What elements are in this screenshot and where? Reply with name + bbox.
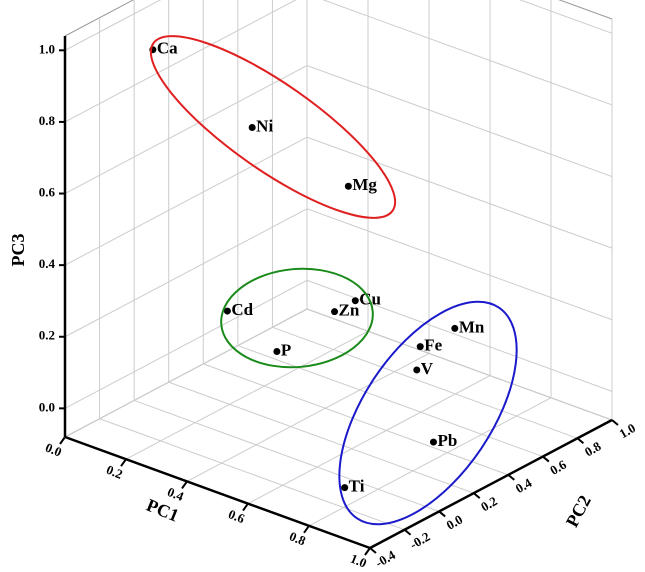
grid-line <box>64 279 613 409</box>
cluster-ellipse <box>338 300 518 526</box>
data-point <box>344 182 352 190</box>
cluster-ellipse <box>149 35 397 219</box>
data-point <box>451 324 459 332</box>
box-edge <box>558 0 613 20</box>
grid-line <box>202 0 509 476</box>
point-label: Fe <box>424 336 442 355</box>
data-point <box>351 297 359 305</box>
z-tick-label: 0.6 <box>39 185 56 200</box>
data-point <box>223 307 231 315</box>
z-tick-label: 0.0 <box>39 399 55 414</box>
point-label: Pb <box>437 431 457 450</box>
tick-mark <box>364 547 371 556</box>
grid-line <box>64 0 613 123</box>
point-label: Zn <box>339 301 360 320</box>
plot: 0.00.20.40.60.81.00.00.20.40.60.81.0 -0.4… <box>39 0 638 571</box>
data-point <box>331 308 339 316</box>
y-tick-label: -0.2 <box>407 529 432 552</box>
axis-line <box>64 435 371 550</box>
point-label: V <box>421 359 434 378</box>
grid-line <box>271 0 578 439</box>
data-point <box>248 124 256 132</box>
data-point <box>416 343 424 351</box>
point-label: Mg <box>352 175 377 194</box>
y-tick-label: -0.4 <box>373 547 399 571</box>
tick-mark <box>242 503 249 512</box>
point-label: Ti <box>349 477 365 496</box>
z-tick-label: 0.2 <box>39 328 55 343</box>
point-label: Mn <box>459 317 485 336</box>
data-point <box>341 484 349 492</box>
grid-line <box>306 0 613 421</box>
x-tick-label: 0.4 <box>165 484 186 504</box>
tick-mark <box>59 436 66 445</box>
grid-line <box>125 0 369 460</box>
y-tick-label: 0.2 <box>478 493 500 514</box>
grid-line <box>64 64 613 194</box>
z-axis-title: PC3 <box>8 234 28 267</box>
z-tick-label: 0.4 <box>39 256 56 271</box>
point-label: Ni <box>256 116 273 135</box>
point-label: P <box>281 340 291 359</box>
y-axis-title: PC2 <box>562 492 595 531</box>
x-tick-label: 1.0 <box>348 551 369 571</box>
tick-mark <box>611 419 619 426</box>
x-tick-label: 0.2 <box>104 462 125 482</box>
tick-mark <box>120 458 127 467</box>
y-tick-label: 0.4 <box>513 475 535 496</box>
data-point <box>273 348 281 356</box>
grid-line <box>168 0 474 494</box>
grid-line <box>237 0 544 458</box>
box-edge <box>64 0 135 37</box>
tick-mark <box>181 480 188 489</box>
y-tick-label: 1.0 <box>616 420 638 441</box>
grid-line <box>133 0 440 512</box>
axis-line <box>369 418 613 550</box>
grid-line <box>64 0 308 438</box>
grid-line <box>186 0 430 482</box>
grid-line <box>64 136 613 266</box>
grid-line <box>247 0 491 505</box>
grid-line <box>64 0 613 51</box>
y-tick-label: 0.8 <box>582 438 604 459</box>
x-tick-label: 0.6 <box>226 506 247 526</box>
y-tick-label: 0.6 <box>547 456 569 477</box>
z-tick-label: 0.8 <box>39 113 56 128</box>
x-tick-label: 0.8 <box>287 528 308 548</box>
grid-line <box>99 17 405 531</box>
point-label: Ca <box>157 39 178 58</box>
data-point <box>413 366 421 374</box>
cluster-ellipse <box>220 267 374 369</box>
tick-mark <box>303 525 310 534</box>
y-tick-label: 0.0 <box>444 512 466 533</box>
z-tick-label: 1.0 <box>39 41 55 56</box>
x-tick-label: 0.0 <box>43 440 64 460</box>
point-label: Cd <box>231 300 253 319</box>
data-point <box>429 438 437 446</box>
